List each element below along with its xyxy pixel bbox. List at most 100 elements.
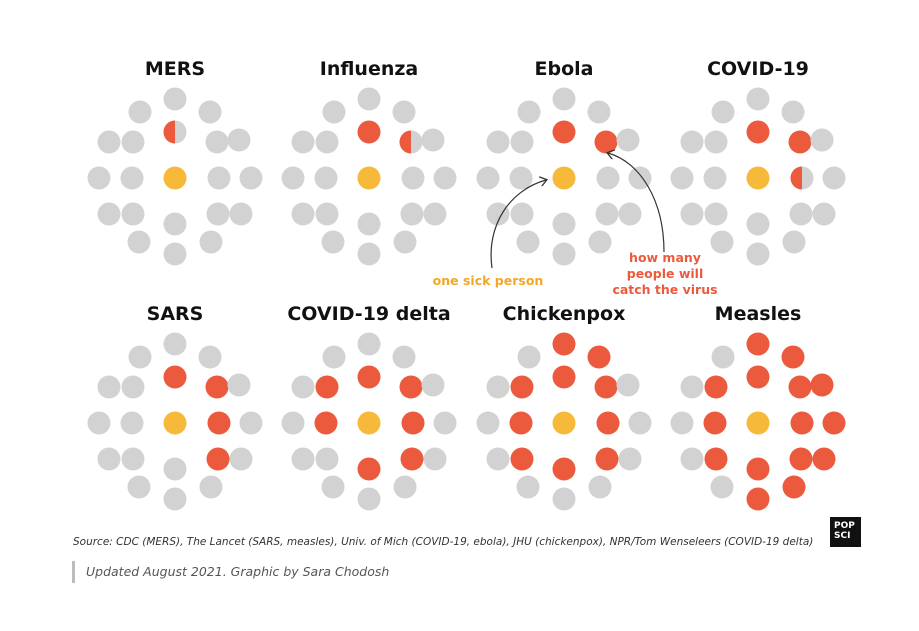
- person-dot: [357, 120, 381, 144]
- sick-person-dot: [163, 166, 187, 190]
- person-dot: [121, 130, 145, 154]
- panel-mers: MERS: [87, 58, 263, 266]
- person-dot: [121, 375, 145, 399]
- logo-line-1: POP: [834, 521, 855, 531]
- person-dot: [163, 120, 187, 144]
- person-dot: [321, 230, 345, 254]
- person-dot: [618, 202, 642, 226]
- person-dot: [628, 411, 652, 435]
- person-dot: [322, 100, 346, 124]
- person-dot: [314, 411, 338, 435]
- person-dot: [392, 100, 416, 124]
- person-dot: [393, 475, 417, 499]
- person-dot: [588, 230, 612, 254]
- person-dot: [198, 345, 222, 369]
- person-dot: [357, 457, 381, 481]
- person-dot: [789, 447, 813, 471]
- person-dot: [357, 87, 381, 111]
- person-dot: [822, 411, 846, 435]
- person-dot: [97, 130, 121, 154]
- person-dot: [227, 128, 251, 152]
- panel-title: COVID-19: [707, 58, 809, 80]
- person-dot: [229, 202, 253, 226]
- person-dot: [510, 375, 534, 399]
- person-dot: [392, 345, 416, 369]
- person-dot: [121, 202, 145, 226]
- person-dot: [400, 447, 424, 471]
- person-dot: [680, 375, 704, 399]
- person-dot: [486, 447, 510, 471]
- person-dot: [810, 128, 834, 152]
- person-dot: [315, 447, 339, 471]
- sick-person-dot: [163, 411, 187, 435]
- person-dot: [199, 230, 223, 254]
- logo-line-2: SCI: [834, 531, 851, 541]
- spread-annotation-line-1: how many: [629, 250, 701, 265]
- person-dot: [399, 375, 423, 399]
- person-dot: [746, 365, 770, 389]
- person-dot: [227, 373, 251, 397]
- person-dot: [120, 166, 144, 190]
- panel-measles: Measles: [670, 303, 846, 511]
- person-dot: [510, 447, 534, 471]
- person-dot: [314, 166, 338, 190]
- person-dot: [746, 332, 770, 356]
- person-dot: [322, 345, 346, 369]
- person-dot: [781, 100, 805, 124]
- person-dot: [746, 87, 770, 111]
- person-dot: [476, 411, 500, 435]
- sick-person-dot: [746, 166, 770, 190]
- person-dot: [788, 375, 812, 399]
- person-dot: [321, 475, 345, 499]
- person-dot: [746, 487, 770, 511]
- person-dot: [517, 100, 541, 124]
- person-dot: [315, 375, 339, 399]
- person-dot: [516, 230, 540, 254]
- person-dot: [587, 345, 611, 369]
- person-dot: [87, 166, 111, 190]
- person-dot: [281, 166, 305, 190]
- person-dot: [746, 457, 770, 481]
- person-dot: [291, 202, 315, 226]
- person-dot: [746, 242, 770, 266]
- person-dot: [399, 130, 423, 154]
- person-dot: [206, 202, 230, 226]
- person-dot: [616, 373, 640, 397]
- person-dot: [746, 212, 770, 236]
- person-dot: [291, 447, 315, 471]
- person-dot: [163, 365, 187, 389]
- person-dot: [401, 411, 425, 435]
- person-dot: [810, 373, 834, 397]
- person-dot: [552, 487, 576, 511]
- person-dot: [127, 230, 151, 254]
- spread-annotation-line-2: people will: [627, 266, 703, 281]
- person-dot: [680, 202, 704, 226]
- person-dot: [87, 411, 111, 435]
- person-dot: [357, 487, 381, 511]
- person-dot: [401, 166, 425, 190]
- person-dot: [127, 475, 151, 499]
- source-note: Source: CDC (MERS), The Lancet (SARS, me…: [73, 536, 814, 548]
- person-dot: [552, 120, 576, 144]
- panel-chickenpox: Chickenpox: [476, 303, 652, 511]
- source-annotation: one sick person: [433, 273, 544, 288]
- person-dot: [128, 345, 152, 369]
- person-dot: [163, 242, 187, 266]
- person-dot: [239, 166, 263, 190]
- panel-sars: SARS: [87, 303, 263, 511]
- person-dot: [315, 130, 339, 154]
- person-dot: [680, 130, 704, 154]
- person-dot: [509, 411, 533, 435]
- person-dot: [206, 447, 230, 471]
- person-dot: [812, 447, 836, 471]
- person-dot: [680, 447, 704, 471]
- person-dot: [588, 475, 612, 499]
- person-dot: [789, 202, 813, 226]
- person-dot: [476, 166, 500, 190]
- person-dot: [704, 202, 728, 226]
- panel-title: MERS: [145, 58, 205, 80]
- person-dot: [790, 411, 814, 435]
- person-dot: [552, 332, 576, 356]
- person-dot: [97, 447, 121, 471]
